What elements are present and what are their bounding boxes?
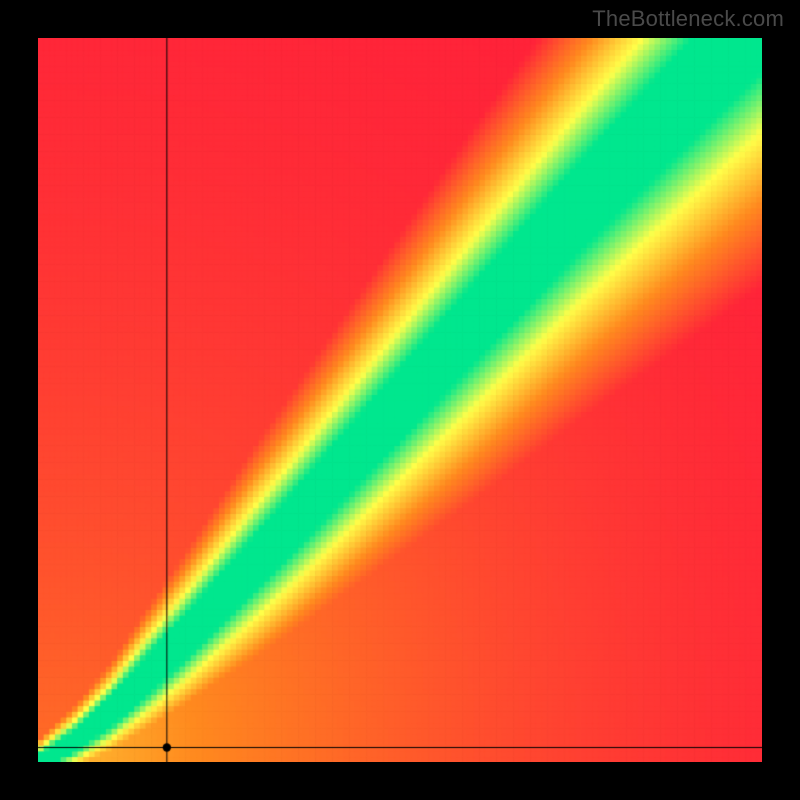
bottleneck-heatmap — [38, 38, 762, 762]
attribution-text: TheBottleneck.com — [592, 6, 784, 32]
